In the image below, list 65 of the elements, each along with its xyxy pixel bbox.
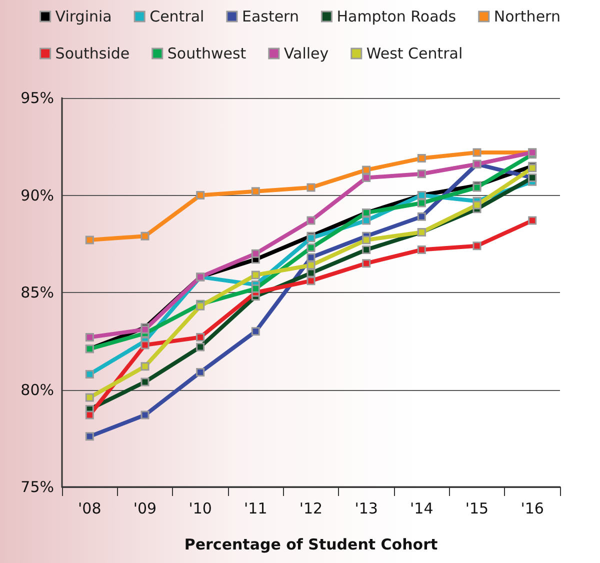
y-tick-label: 75%	[20, 478, 54, 496]
point	[362, 259, 371, 268]
point	[85, 432, 94, 441]
point	[196, 342, 205, 352]
point	[251, 327, 260, 336]
x-tick-label: '12	[299, 500, 323, 518]
point	[251, 187, 260, 196]
y-tick-label: 95%	[20, 89, 54, 107]
point	[472, 148, 482, 157]
point	[251, 249, 260, 258]
point	[306, 244, 316, 252]
point	[85, 370, 94, 378]
y-tick-label: 85%	[20, 284, 54, 302]
point	[251, 284, 260, 293]
x-tick-label: '13	[354, 500, 378, 518]
legend-label: Eastern	[242, 8, 299, 26]
point	[85, 393, 94, 402]
point	[417, 154, 426, 163]
legend-label: Valley	[284, 44, 329, 62]
point	[417, 198, 426, 208]
x-tick-label: '10	[188, 500, 212, 518]
point	[140, 378, 150, 386]
point	[140, 410, 150, 420]
point	[196, 368, 205, 376]
legend-label: West Central	[366, 44, 463, 62]
point	[472, 242, 482, 250]
point	[417, 245, 426, 254]
legend-label: Virginia	[55, 8, 112, 26]
point	[362, 216, 371, 225]
y-tick-label: 80%	[20, 380, 54, 399]
point	[306, 216, 316, 225]
legend-label: Southside	[55, 44, 130, 62]
point	[196, 191, 205, 200]
x-tick-label: '15	[465, 500, 489, 518]
x-tick-label: '11	[244, 500, 268, 518]
point	[362, 166, 371, 174]
y-tick-label: 90%	[20, 186, 54, 204]
point	[140, 232, 150, 240]
point	[140, 362, 150, 371]
point	[362, 236, 371, 244]
legend-label: Northern	[494, 8, 560, 26]
x-tick-label: '14	[410, 500, 434, 518]
point	[417, 212, 426, 221]
point	[140, 340, 150, 350]
point	[85, 236, 94, 244]
point	[251, 270, 260, 280]
point	[362, 173, 371, 182]
x-axis-title: Percentage of Student Cohort	[184, 536, 438, 554]
point	[85, 332, 94, 342]
legend-label: Hampton Roads	[336, 8, 456, 26]
x-tick-label: '08	[78, 500, 102, 518]
point	[306, 261, 316, 270]
legend-label: Southwest	[167, 44, 246, 62]
point	[85, 410, 94, 420]
point	[306, 253, 316, 262]
point	[528, 216, 537, 225]
point	[417, 170, 426, 178]
legend-label: Central	[150, 8, 204, 26]
point	[362, 245, 371, 254]
point	[306, 183, 316, 192]
x-tick-label: '09	[133, 500, 157, 518]
point	[306, 276, 316, 286]
point	[196, 332, 205, 342]
point	[472, 200, 482, 210]
x-tick-label: '16	[520, 500, 544, 518]
